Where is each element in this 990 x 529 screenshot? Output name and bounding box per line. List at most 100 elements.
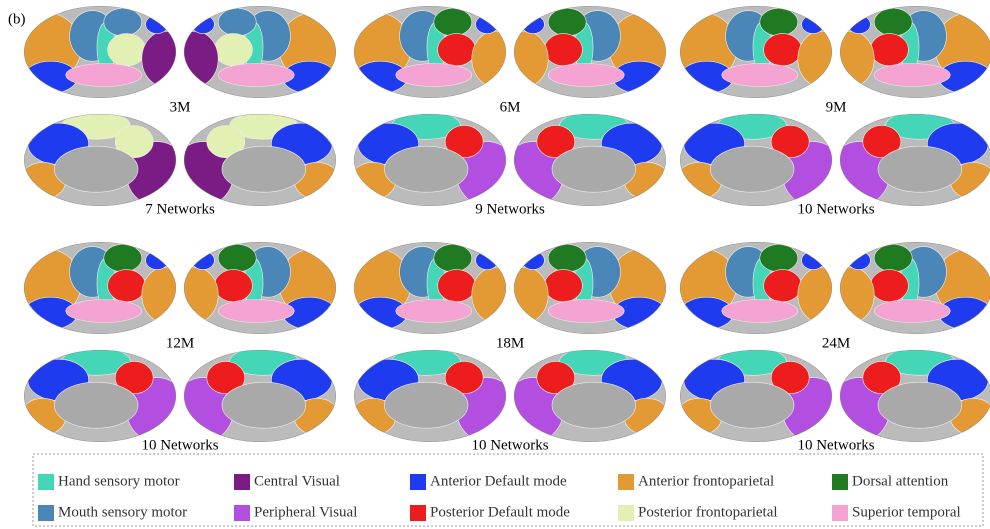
brain-region — [840, 31, 875, 87]
brain-region — [221, 381, 306, 429]
brain-region — [770, 361, 810, 395]
brain-region — [145, 14, 169, 34]
brain-region — [544, 269, 583, 303]
brain-region — [433, 8, 473, 37]
brain-region — [145, 250, 169, 270]
brain-region — [547, 299, 625, 323]
lateral-brain — [24, 242, 176, 334]
brain-region — [191, 250, 215, 270]
lateral-brain — [354, 6, 506, 98]
brain-region — [877, 381, 962, 429]
legend-label: Dorsal attention — [852, 473, 949, 489]
legend-label: Hand sensory motor — [58, 473, 180, 489]
brain-region — [54, 381, 139, 429]
brain-region — [217, 244, 257, 273]
brain-region — [475, 14, 499, 34]
brain-region — [544, 33, 583, 67]
lateral-brain — [514, 242, 666, 334]
brain-region — [710, 145, 795, 193]
brain-region — [801, 14, 825, 34]
brain-region — [514, 266, 549, 323]
brain-region — [759, 244, 799, 273]
brain-region — [721, 63, 799, 87]
network-label: 10 Networks — [797, 437, 874, 453]
brain-region — [214, 33, 253, 67]
legend-swatch — [832, 505, 848, 521]
brain-region — [759, 8, 799, 37]
legend-label: Mouth sensory motor — [58, 504, 187, 520]
brain-region — [184, 266, 219, 323]
lateral-brain — [680, 242, 832, 334]
lateral-brain — [184, 6, 336, 98]
legend-label: Central Visual — [254, 473, 340, 489]
brain-region — [847, 14, 871, 34]
brain-region — [797, 266, 832, 323]
age-label: 3M — [170, 99, 191, 115]
brain-region — [873, 8, 913, 37]
brain-region — [536, 125, 576, 159]
brain-region — [217, 8, 257, 37]
brain-region — [114, 125, 154, 159]
legend-swatch — [410, 505, 426, 521]
brain-region — [214, 269, 253, 303]
legend-label: Posterior frontoparietal — [638, 504, 778, 520]
brain-region — [206, 361, 246, 395]
brain-region — [191, 14, 215, 34]
legend-swatch — [618, 505, 634, 521]
lateral-brain — [354, 242, 506, 334]
brain-region — [444, 361, 484, 395]
brain-region — [873, 63, 951, 87]
brain-region — [395, 299, 473, 323]
brain-region — [763, 33, 802, 67]
brain-region — [54, 145, 139, 193]
brain-region — [217, 299, 295, 323]
brain-region — [444, 125, 484, 159]
brain-region — [206, 125, 246, 159]
age-label: 12M — [166, 335, 194, 351]
network-label: 10 Networks — [471, 437, 548, 453]
medial-brain — [354, 350, 506, 442]
lateral-brain — [840, 242, 990, 334]
age-label: 24M — [822, 335, 850, 351]
legend-swatch — [38, 474, 54, 490]
brain-region — [763, 269, 802, 303]
age-label: 9M — [826, 99, 847, 115]
brain-region — [847, 250, 871, 270]
brain-region — [103, 244, 143, 273]
brain-region — [547, 244, 587, 273]
brain-region — [521, 250, 545, 270]
lateral-brain — [680, 6, 832, 98]
lateral-brain — [514, 6, 666, 98]
brain-region — [65, 63, 143, 87]
brain-region — [107, 269, 146, 303]
legend: Hand sensory motor Central Visual Anterior… — [38, 473, 961, 521]
brain-region — [433, 244, 473, 273]
medial-brain — [184, 114, 336, 206]
lateral-brain — [24, 6, 176, 98]
brain-region — [437, 269, 476, 303]
legend-swatch — [832, 474, 848, 490]
brain-region — [551, 381, 636, 429]
legend-box — [32, 453, 984, 527]
brain-region — [65, 299, 143, 323]
legend-swatch — [234, 505, 250, 521]
brain-region — [103, 8, 143, 37]
brain-region — [114, 361, 154, 395]
brain-region — [797, 31, 832, 87]
legend-swatch — [410, 474, 426, 490]
medial-brain — [24, 114, 176, 206]
brain-region — [840, 266, 875, 323]
brain-region — [862, 361, 902, 395]
medial-brain — [840, 350, 990, 442]
brain-region — [801, 250, 825, 270]
brain-region — [217, 63, 295, 87]
lateral-brain — [184, 242, 336, 334]
brain-region — [384, 381, 469, 429]
brain-region — [770, 125, 810, 159]
legend-label: Superior temporal — [852, 504, 961, 520]
network-label: 9 Networks — [475, 201, 545, 217]
age-label: 6M — [500, 99, 521, 115]
legend-label: Anterior frontoparietal — [638, 473, 774, 489]
network-label: 7 Networks — [145, 201, 215, 217]
